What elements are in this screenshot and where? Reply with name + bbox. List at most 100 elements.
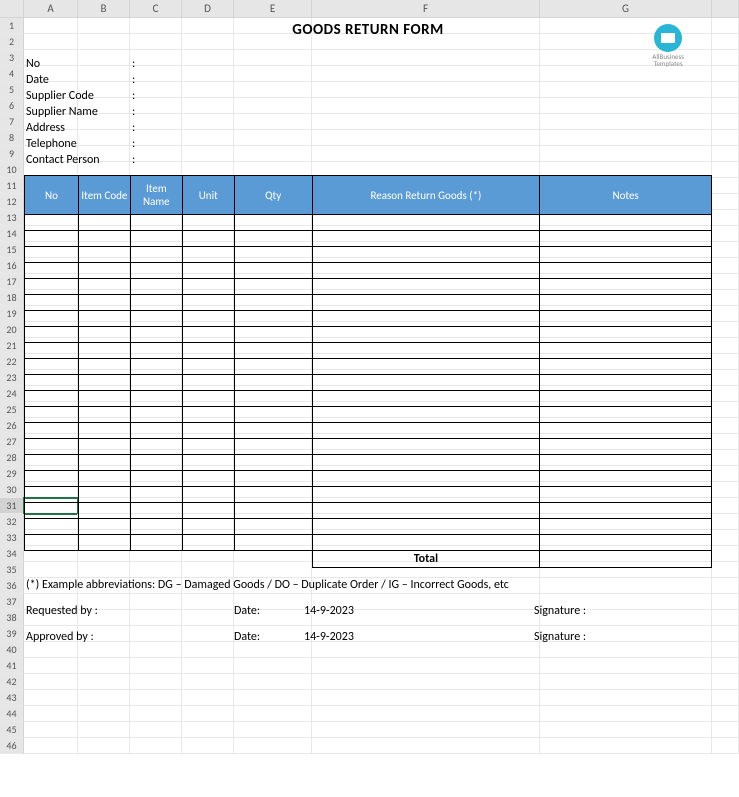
table-cell[interactable] <box>182 487 234 503</box>
row-header[interactable]: 22 <box>0 354 24 370</box>
table-cell[interactable] <box>312 535 540 551</box>
table-cell[interactable] <box>78 343 130 359</box>
table-cell[interactable] <box>78 535 130 551</box>
row-header[interactable]: 28 <box>0 450 24 466</box>
cell[interactable] <box>540 690 712 706</box>
row-header[interactable]: 42 <box>0 674 24 690</box>
table-cell[interactable] <box>25 375 79 391</box>
table-cell[interactable] <box>25 471 79 487</box>
cell[interactable] <box>712 722 739 738</box>
table-cell[interactable] <box>312 375 540 391</box>
cell[interactable] <box>712 546 739 562</box>
row-header[interactable]: 35 <box>0 562 24 578</box>
cell[interactable] <box>234 738 312 754</box>
table-cell[interactable] <box>78 471 130 487</box>
table-cell[interactable] <box>540 343 712 359</box>
table-cell[interactable] <box>540 311 712 327</box>
table-cell[interactable] <box>182 343 234 359</box>
row-header[interactable]: 16 <box>0 258 24 274</box>
table-cell[interactable] <box>234 439 312 455</box>
table-cell[interactable] <box>540 423 712 439</box>
row-header[interactable]: 27 <box>0 434 24 450</box>
cell[interactable] <box>712 194 739 210</box>
cell[interactable] <box>234 674 312 690</box>
cell[interactable] <box>712 114 739 130</box>
cell[interactable] <box>712 738 739 754</box>
row-header[interactable]: 43 <box>0 690 24 706</box>
table-cell[interactable] <box>312 519 540 535</box>
table-cell[interactable] <box>78 247 130 263</box>
cell[interactable] <box>130 642 182 658</box>
table-cell[interactable] <box>234 423 312 439</box>
cell[interactable] <box>130 674 182 690</box>
table-cell[interactable] <box>312 343 540 359</box>
table-cell[interactable] <box>25 295 79 311</box>
table-cell[interactable] <box>130 519 182 535</box>
cell[interactable] <box>712 98 739 114</box>
row-header[interactable]: 34 <box>0 546 24 562</box>
cell[interactable] <box>182 706 234 722</box>
table-cell[interactable] <box>25 231 79 247</box>
col-header-A[interactable]: A <box>24 0 78 17</box>
table-cell[interactable] <box>130 471 182 487</box>
col-header-E[interactable]: E <box>234 0 312 17</box>
table-cell[interactable] <box>540 375 712 391</box>
table-cell[interactable] <box>78 359 130 375</box>
cell[interactable] <box>712 274 739 290</box>
cell[interactable] <box>712 322 739 338</box>
cell[interactable] <box>712 82 739 98</box>
table-cell[interactable] <box>130 391 182 407</box>
table-cell[interactable] <box>312 311 540 327</box>
table-cell[interactable] <box>25 215 79 231</box>
table-cell[interactable] <box>130 503 182 519</box>
row-header[interactable]: 20 <box>0 322 24 338</box>
table-cell[interactable] <box>234 471 312 487</box>
cell[interactable] <box>182 690 234 706</box>
table-cell[interactable] <box>182 535 234 551</box>
table-cell[interactable] <box>540 295 712 311</box>
row-header[interactable]: 26 <box>0 418 24 434</box>
table-cell[interactable] <box>234 327 312 343</box>
table-cell[interactable] <box>182 247 234 263</box>
row-header[interactable]: 31 <box>0 498 24 514</box>
table-cell[interactable] <box>78 519 130 535</box>
table-cell[interactable] <box>78 279 130 295</box>
cell[interactable] <box>540 738 712 754</box>
table-cell[interactable] <box>130 327 182 343</box>
cell[interactable] <box>312 690 540 706</box>
table-cell[interactable] <box>540 535 712 551</box>
table-cell[interactable] <box>25 439 79 455</box>
cell[interactable] <box>712 482 739 498</box>
cell[interactable] <box>130 722 182 738</box>
cell[interactable] <box>312 658 540 674</box>
cell[interactable] <box>78 722 130 738</box>
table-cell[interactable] <box>25 263 79 279</box>
table-cell[interactable] <box>312 263 540 279</box>
row-header[interactable]: 29 <box>0 466 24 482</box>
row-header[interactable]: 1 <box>0 18 24 34</box>
table-cell[interactable] <box>312 279 540 295</box>
row-header[interactable]: 13 <box>0 210 24 226</box>
table-cell[interactable] <box>182 391 234 407</box>
cell[interactable] <box>24 722 78 738</box>
table-cell[interactable] <box>78 439 130 455</box>
row-header[interactable]: 23 <box>0 370 24 386</box>
cell[interactable] <box>78 738 130 754</box>
cell[interactable] <box>712 226 739 242</box>
row-header[interactable]: 45 <box>0 722 24 738</box>
row-header[interactable]: 46 <box>0 738 24 754</box>
table-cell[interactable] <box>25 311 79 327</box>
row-header[interactable]: 10 <box>0 162 24 178</box>
table-cell[interactable] <box>182 471 234 487</box>
table-cell[interactable] <box>130 487 182 503</box>
table-cell[interactable] <box>182 295 234 311</box>
cell[interactable] <box>712 674 739 690</box>
row-header[interactable]: 32 <box>0 514 24 530</box>
table-cell[interactable] <box>312 455 540 471</box>
table-cell[interactable] <box>234 247 312 263</box>
cell[interactable] <box>712 354 739 370</box>
table-cell[interactable] <box>182 215 234 231</box>
table-cell[interactable] <box>78 327 130 343</box>
cell[interactable] <box>234 658 312 674</box>
cell[interactable] <box>712 18 739 34</box>
